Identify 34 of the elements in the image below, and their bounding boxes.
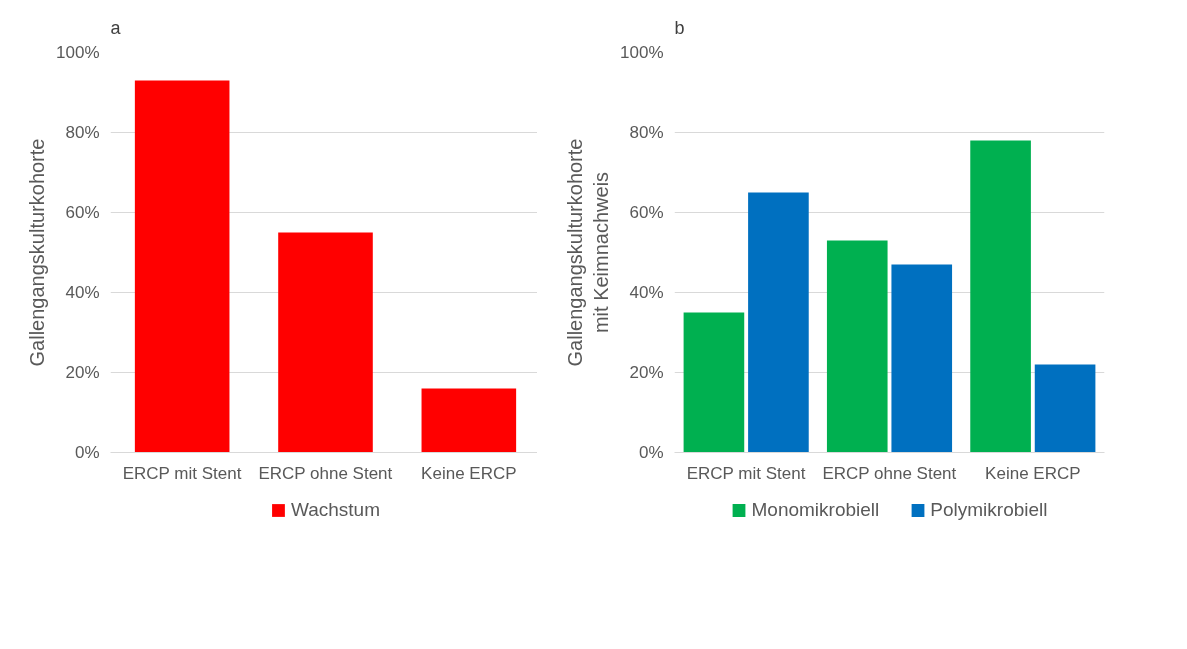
y-tick-label: 60% (65, 203, 100, 222)
y-tick-label: 100% (56, 43, 100, 62)
y-tick-label: 60% (629, 203, 664, 222)
bar (134, 80, 230, 453)
bar (278, 232, 373, 453)
y-tick-label: 80% (629, 123, 664, 142)
x-tick-label: ERCP mit Stent (686, 463, 806, 483)
y-tick-label: 20% (629, 363, 664, 382)
bar (970, 140, 1031, 453)
bar (748, 192, 809, 453)
bar (826, 240, 888, 453)
y-tick-label: 80% (65, 123, 100, 142)
y-tick-label: 100% (620, 43, 664, 62)
bar (1034, 364, 1096, 453)
y-tick-label: 20% (65, 363, 100, 382)
x-tick-label: ERCP mit Stent (122, 463, 242, 483)
x-tick-label: ERCP ohne Stent (822, 463, 957, 483)
y-tick-label: 40% (65, 283, 100, 302)
text: b (674, 17, 685, 38)
y-tick-label: 0% (74, 443, 100, 462)
y-tick-label: 0% (638, 443, 664, 462)
x-tick-label: Keine ERCP (421, 463, 517, 483)
y-axis-title: Gallengangskulturkohorte mit Keimnachweis (563, 138, 613, 367)
legend-label: Polymikrobiell (930, 499, 1048, 521)
bar (421, 388, 517, 453)
text: a (110, 17, 122, 38)
bar (891, 264, 953, 453)
x-tick-label: Keine ERCP (985, 463, 1081, 483)
legend-label: Monomikrobiell (751, 499, 880, 521)
y-axis-title: Gallengangskulturkohorte (26, 138, 49, 367)
legend-label: Wachstum (290, 499, 381, 521)
bar (683, 312, 745, 453)
x-tick-label: ERCP ohne Stent (258, 463, 393, 483)
y-tick-label: 40% (629, 283, 664, 302)
